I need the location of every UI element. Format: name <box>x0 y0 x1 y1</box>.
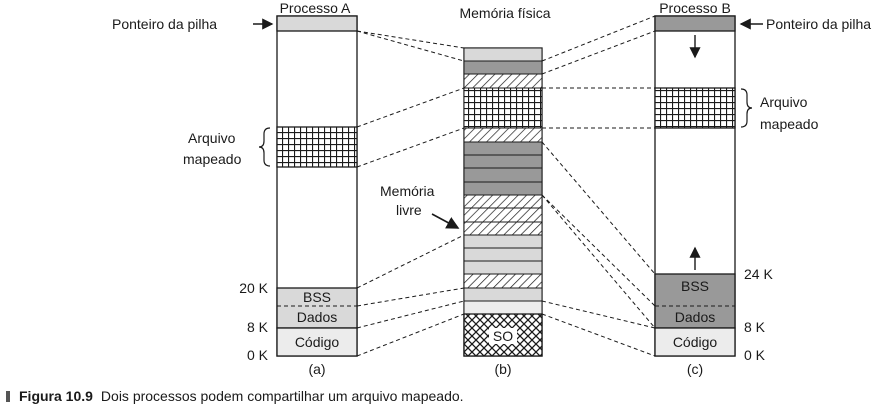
process-b-mapped-file-label-line2: mapeado <box>760 116 819 132</box>
process-b-stack-pointer-label: Ponteiro da pilha <box>766 16 871 32</box>
process-a-addr-8k: 8 K <box>247 319 269 335</box>
process-a-code-label: Código <box>295 334 340 350</box>
figure-number: Figura 10.9 <box>19 388 93 404</box>
process-b-mapped-file-label-line1: Arquivo <box>760 94 808 110</box>
process-b-bss-label: BSS <box>681 278 709 294</box>
phys-seg-free <box>463 221 543 236</box>
phys-seg-free <box>463 127 543 143</box>
phys-seg-data-a <box>463 287 543 302</box>
process-a-title: Processo A <box>280 0 351 16</box>
process-b-code-label: Código <box>673 334 718 350</box>
map-line-b-stack <box>541 30 656 75</box>
phys-seg-process-a <box>463 260 543 275</box>
shared-mapped-file-diagram: Processo A Memória física Processo B BSS… <box>112 0 871 377</box>
process-a-mapped-file-brace <box>258 127 271 167</box>
process-b-mapped-file-brace <box>740 88 753 128</box>
phys-os-label: SO <box>493 328 513 344</box>
map-line-a-heap <box>356 234 465 289</box>
phys-seg-process-a <box>463 247 543 262</box>
phys-seg-stack-b <box>463 60 543 75</box>
process-a-address-space: BSS Dados Código <box>276 15 358 357</box>
map-line-b-code <box>541 313 656 357</box>
map-line-a-mapped-file <box>356 127 465 168</box>
phys-seg-process-b <box>463 167 543 183</box>
process-b-address-space: BSS Dados Código <box>654 15 736 357</box>
phys-seg-process-b <box>463 141 543 156</box>
process-a-mapped-file-label-line2: mapeado <box>183 151 242 167</box>
phys-seg-free <box>463 73 543 89</box>
process-b-addr-0k: 0 K <box>744 347 766 363</box>
process-a-data-label: Dados <box>297 309 337 325</box>
caption-marker <box>6 391 10 402</box>
process-b-bss-data <box>654 273 736 329</box>
subcaption-a: (a) <box>308 361 325 377</box>
process-b-addr-24k: 24 K <box>744 266 773 282</box>
process-b-stack <box>654 15 736 32</box>
map-line-b-bss <box>541 194 656 307</box>
process-a-addr-0k: 0 K <box>247 347 269 363</box>
free-memory-arrow <box>431 213 460 229</box>
subcaption-c: (c) <box>687 361 703 377</box>
map-line-b-bss <box>541 141 656 275</box>
phys-seg-free <box>463 273 543 289</box>
process-a-bss-data <box>276 287 358 329</box>
phys-os-label-bg <box>489 328 517 344</box>
process-a-code <box>276 327 358 357</box>
process-b-addr-8k: 8 K <box>744 319 766 335</box>
process-a-bss-label: BSS <box>303 289 331 305</box>
map-line-b-data <box>541 194 656 329</box>
map-line-a-stack <box>356 30 465 62</box>
mapping-lines <box>356 15 656 357</box>
map-line-a-stack <box>356 30 465 49</box>
phys-seg-process-a <box>463 234 543 249</box>
map-line-a-code <box>356 300 465 329</box>
process-b-code <box>654 327 736 357</box>
process-a-stack <box>276 15 358 32</box>
map-line-a-data <box>356 287 465 307</box>
free-memory-label-line2: livre <box>396 202 422 218</box>
process-a-stack-pointer-label: Ponteiro da pilha <box>112 16 217 32</box>
process-b-title: Processo B <box>659 0 731 16</box>
phys-seg-stack-a <box>463 47 543 62</box>
subcaption-b: (b) <box>494 361 511 377</box>
process-a-mapped-file <box>276 126 358 168</box>
process-b-mapped-file <box>654 87 736 129</box>
phys-seg-process-b <box>463 154 543 169</box>
phys-seg-mapped-file <box>463 87 543 129</box>
map-line-b-code <box>541 300 656 329</box>
map-line-a-code <box>356 313 465 357</box>
figure-caption: Figura 10.9 Dois processos podem comparti… <box>6 388 464 404</box>
process-a-mapped-file-label-line1: Arquivo <box>188 130 236 146</box>
map-line-a-mapped-file <box>356 87 465 128</box>
process-b-data-label: Dados <box>675 309 715 325</box>
free-memory-label-line1: Memória <box>380 183 435 199</box>
process-a-addr-20k: 20 K <box>239 280 268 296</box>
phys-seg-free <box>463 194 543 209</box>
physical-memory-column: SO <box>463 47 543 357</box>
physical-memory-title: Memória física <box>459 5 550 21</box>
phys-seg-code-shared <box>463 300 543 315</box>
phys-seg-process-b <box>463 181 543 196</box>
caption-text: Dois processos podem compartilhar um arq… <box>100 388 464 404</box>
map-line-b-stack <box>541 15 656 62</box>
phys-seg-free <box>463 207 543 223</box>
